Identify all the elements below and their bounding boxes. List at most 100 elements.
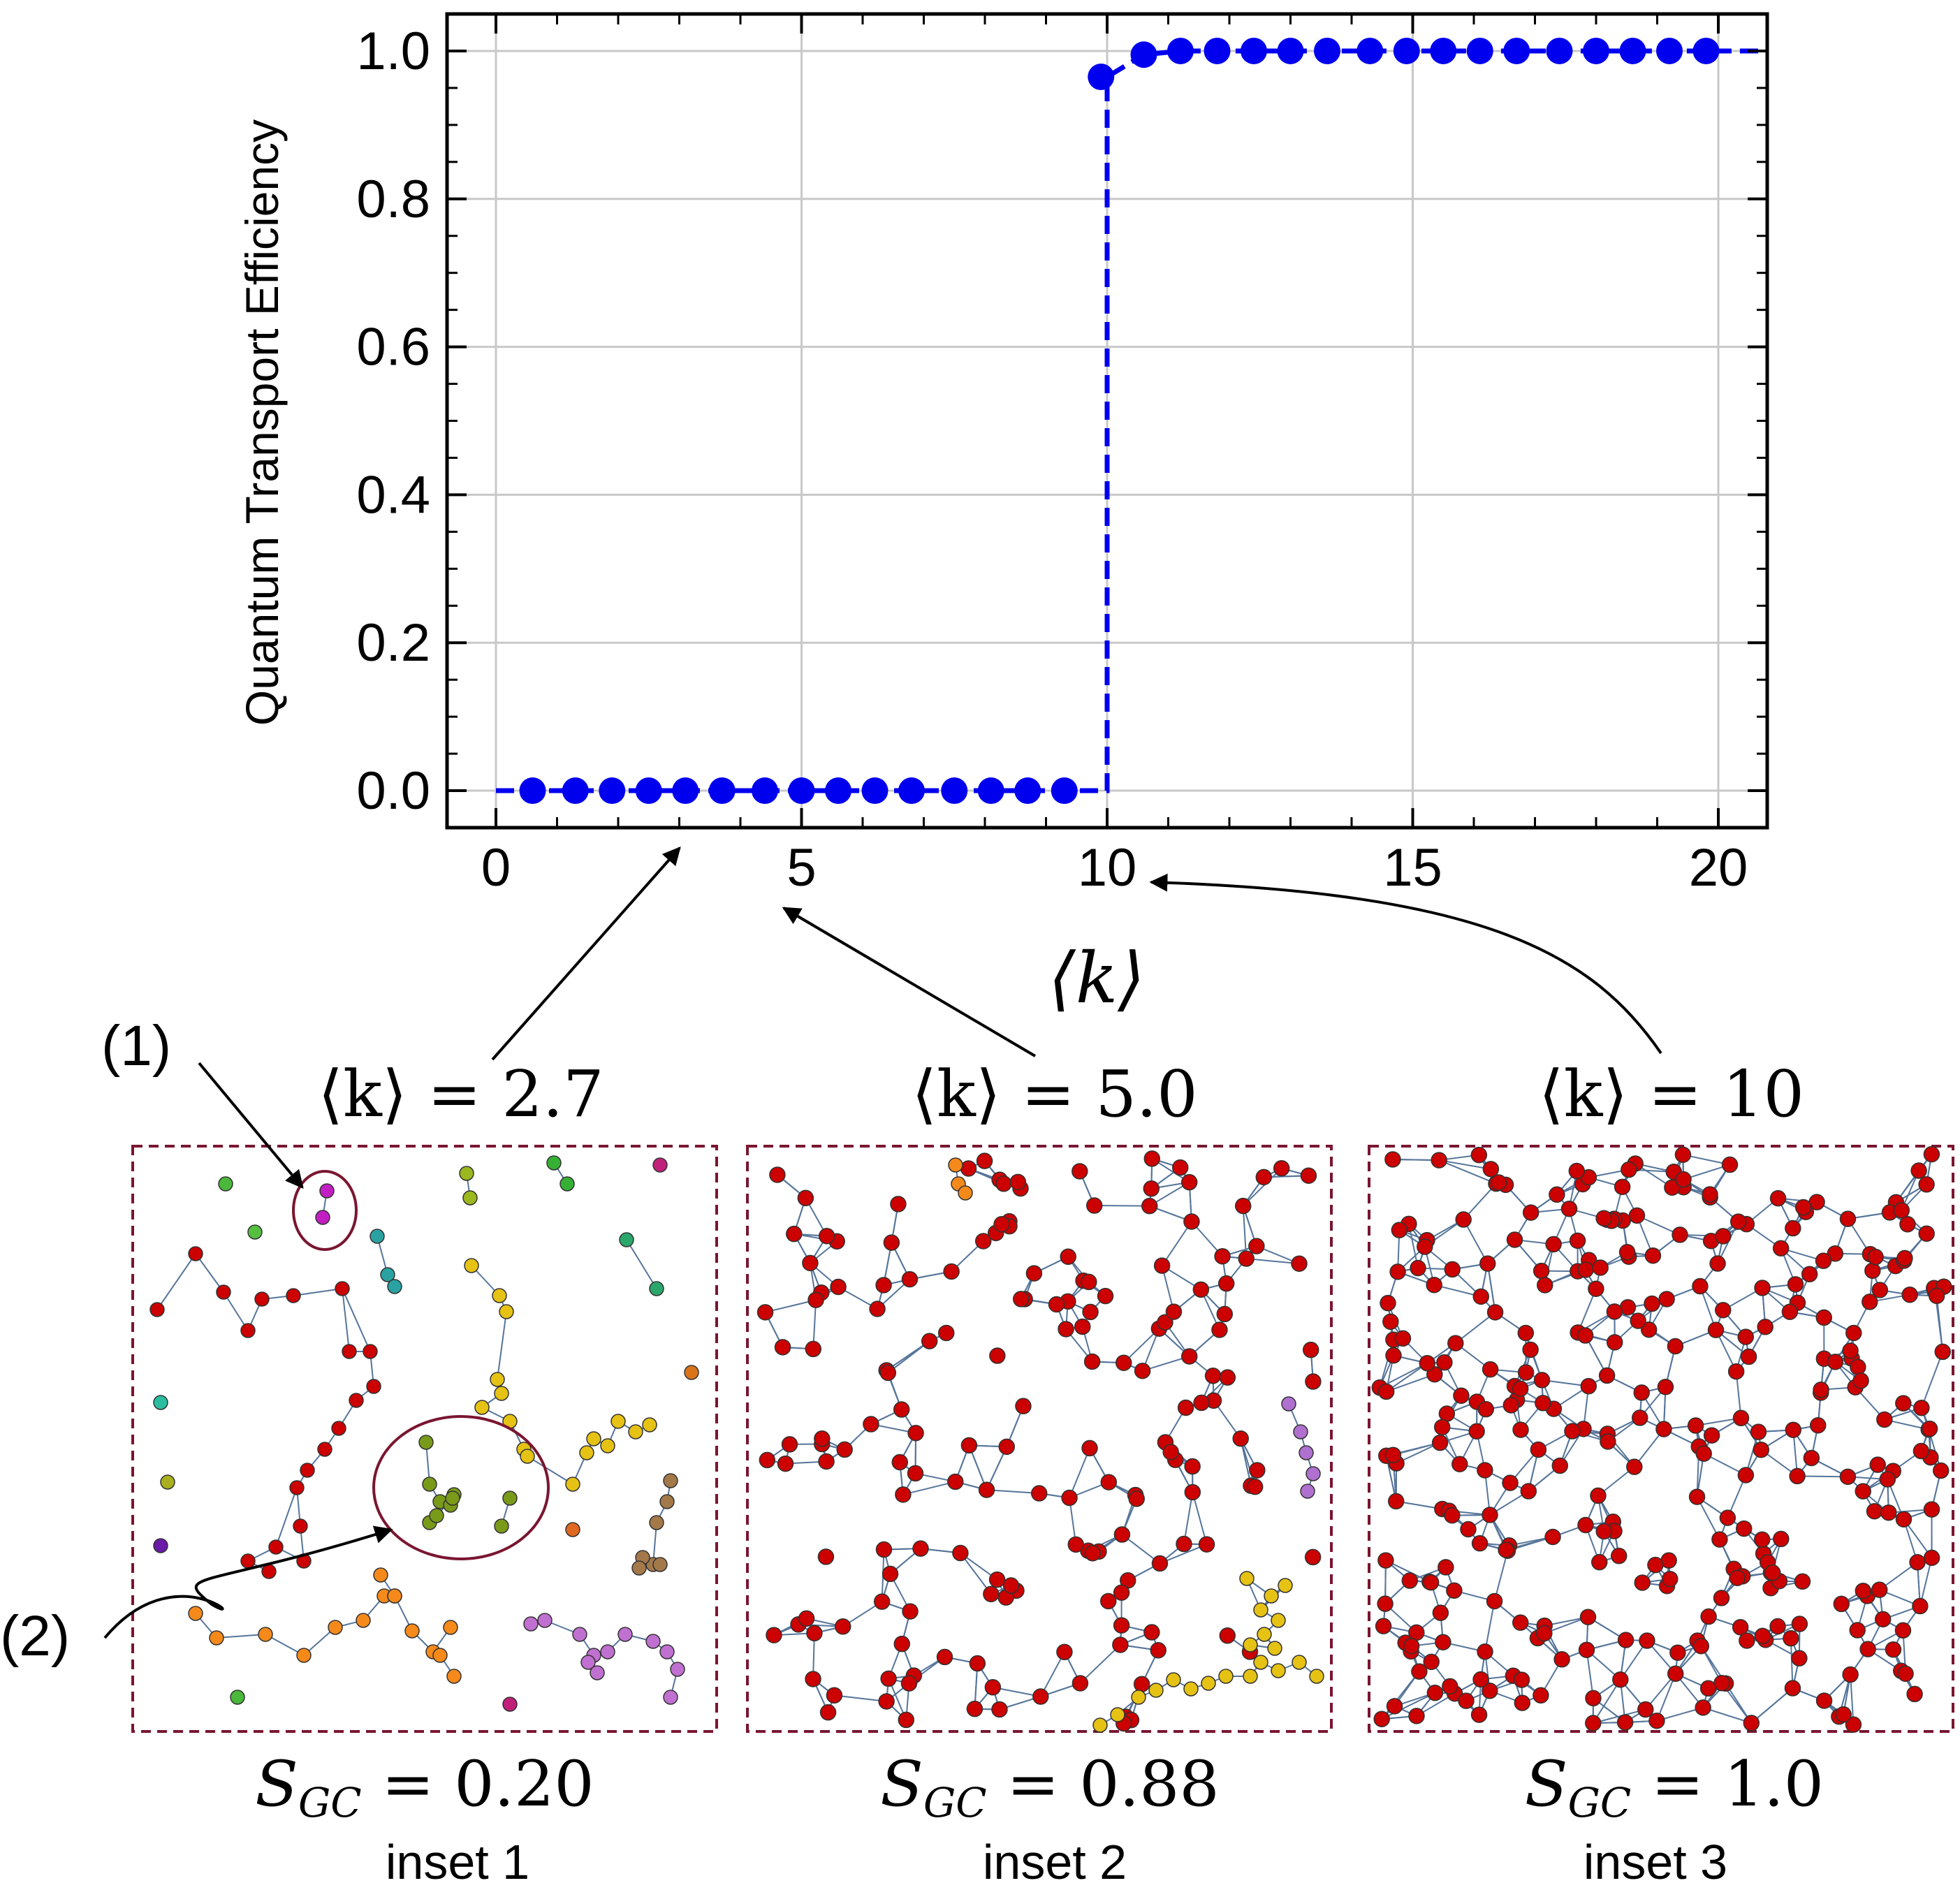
highlight-ellipse-1 — [292, 1170, 358, 1251]
network-node — [1662, 1570, 1679, 1588]
network-node — [1143, 1150, 1161, 1167]
data-point — [1656, 37, 1683, 64]
network-node — [1537, 1277, 1553, 1294]
network-node — [380, 1267, 395, 1282]
network-edge — [1192, 1492, 1208, 1545]
network-node — [1787, 1276, 1804, 1293]
network-edge — [1079, 1644, 1121, 1684]
network-node — [1715, 1228, 1732, 1245]
y-axis-label: Quantum Transport Efficiency — [236, 119, 288, 726]
network-node — [921, 1333, 938, 1349]
network-node — [474, 1400, 490, 1415]
network-edge — [834, 1694, 887, 1702]
network-node — [1709, 1255, 1726, 1272]
network-edge — [1593, 1708, 1646, 1724]
network-node — [1422, 1574, 1440, 1591]
network-node — [814, 1430, 831, 1447]
network-node — [806, 1625, 823, 1642]
network-node — [1669, 1644, 1686, 1661]
network-node — [1667, 1338, 1684, 1355]
network-node — [1442, 1678, 1458, 1695]
network-node — [948, 1157, 963, 1173]
network-node — [1580, 1377, 1597, 1395]
network-node — [1773, 1530, 1790, 1548]
network-node — [1015, 1398, 1032, 1414]
network-node — [1513, 1671, 1530, 1688]
network-node — [502, 1490, 518, 1506]
network-node — [1232, 1430, 1249, 1447]
network-node — [937, 1324, 955, 1342]
network-edge — [902, 1481, 956, 1495]
network-node — [1707, 1321, 1725, 1338]
network-node — [1578, 1641, 1595, 1658]
network-node — [1304, 1548, 1322, 1566]
network-node — [1658, 1291, 1675, 1307]
network-node — [1214, 1247, 1231, 1265]
network-node — [315, 1210, 330, 1225]
network-node — [1271, 1613, 1286, 1628]
network-node — [1536, 1625, 1553, 1642]
network-node — [492, 1288, 507, 1303]
network-node — [1264, 1588, 1279, 1604]
network-node — [1764, 1564, 1781, 1581]
network-node — [649, 1281, 664, 1296]
network-node — [1533, 1372, 1551, 1389]
network-node — [947, 1473, 964, 1490]
network-node — [1743, 1715, 1760, 1731]
inset2-caption: inset 2 — [983, 1835, 1127, 1889]
network-node — [1544, 1528, 1561, 1546]
data-point — [1583, 37, 1609, 64]
network-node — [1180, 1173, 1198, 1191]
network-node — [1740, 1348, 1757, 1365]
network-node — [1444, 1507, 1461, 1524]
network-node — [1827, 1354, 1844, 1370]
network-node — [652, 1557, 668, 1572]
network-node — [1839, 1468, 1857, 1486]
y-tick-label: 0.0 — [356, 761, 430, 821]
network-node — [1894, 1622, 1912, 1639]
network-edge — [626, 1239, 657, 1289]
y-tick-label: 0.8 — [356, 170, 430, 229]
network-node — [1794, 1199, 1812, 1216]
network-node — [1072, 1163, 1088, 1180]
network-node — [1248, 1238, 1265, 1254]
network-node — [869, 1301, 886, 1317]
network-edge — [1069, 1448, 1090, 1498]
network-node — [818, 1227, 835, 1245]
network-node — [1072, 1675, 1089, 1692]
network-node — [1675, 1171, 1692, 1188]
network-node — [1471, 1534, 1489, 1552]
network-node — [1217, 1275, 1235, 1292]
network-node — [1644, 1247, 1662, 1264]
inset2-title: ⟨k⟩ = 5.0 — [912, 1057, 1197, 1131]
x-tick-label: 5 — [787, 838, 816, 898]
data-point — [825, 777, 851, 805]
network-node — [1918, 1176, 1935, 1193]
network-node — [619, 1232, 634, 1247]
network-node — [1238, 1250, 1255, 1267]
network-node — [798, 1610, 815, 1627]
network-node — [1647, 1556, 1664, 1574]
network-node — [1243, 1669, 1258, 1684]
network-node — [1201, 1676, 1216, 1691]
network-node — [1198, 1536, 1215, 1553]
network-edge — [1386, 1362, 1428, 1393]
network-node — [1695, 1699, 1711, 1716]
network-node — [349, 1393, 364, 1408]
network-edge — [986, 1489, 1039, 1495]
network-node — [1391, 1222, 1408, 1238]
network-node — [1060, 1248, 1076, 1266]
network-node — [1110, 1707, 1125, 1722]
network-node — [1436, 1354, 1453, 1371]
network-edge — [342, 1288, 350, 1352]
network-node — [1486, 1592, 1503, 1610]
network-node — [1906, 1685, 1923, 1703]
network-node — [960, 1437, 978, 1454]
network-edge — [1161, 1221, 1192, 1266]
network-node — [1267, 1641, 1282, 1656]
network-node — [1628, 1207, 1646, 1224]
network-node — [1923, 1549, 1940, 1567]
network-node — [1702, 1186, 1718, 1203]
network-node — [404, 1623, 420, 1639]
network-node — [520, 1449, 535, 1464]
